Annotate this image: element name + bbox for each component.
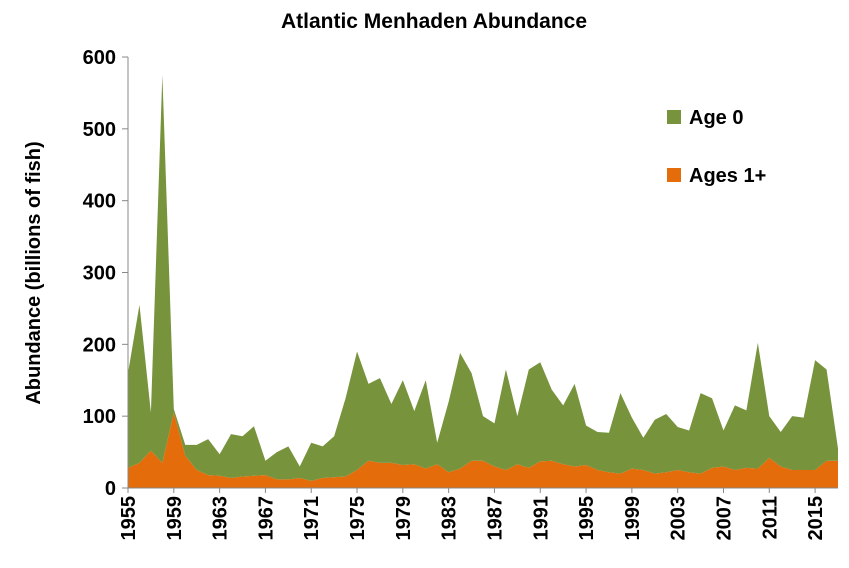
- legend-label: Ages 1+: [689, 165, 766, 187]
- x-tick-label: 2003: [668, 496, 690, 541]
- x-tick-label: 1999: [622, 496, 644, 541]
- area: [128, 412, 838, 488]
- y-tick-label: 300: [83, 263, 116, 285]
- y-tick-label: 200: [83, 334, 116, 356]
- x-tick-label: 1987: [484, 496, 506, 541]
- chart-title: Atlantic Menhaden Abundance: [281, 10, 587, 33]
- x-tick-label: 1991: [530, 496, 552, 541]
- y-tick-label: 0: [105, 478, 116, 500]
- area: [128, 74, 838, 481]
- x-tick-label: 1995: [576, 496, 598, 541]
- y-tick-label: 100: [83, 406, 116, 428]
- x-tick-label: 1959: [164, 496, 186, 541]
- x-tick-label: 2007: [713, 496, 735, 541]
- y-tick-label: 600: [83, 47, 116, 69]
- x-tick-label: 1955: [118, 496, 140, 541]
- x-tick-label: 1975: [347, 496, 369, 541]
- y-axis-label: Abundance (billions of fish): [23, 141, 45, 404]
- x-tick-label: 1983: [439, 496, 461, 541]
- legend-label: Age 0: [689, 107, 743, 129]
- legend-swatch: [667, 110, 681, 124]
- x-tick-label: 1979: [393, 496, 415, 541]
- x-tick-label: 1967: [255, 496, 277, 541]
- x-tick-label: 1963: [210, 496, 232, 541]
- y-tick-label: 400: [83, 191, 116, 213]
- x-tick-label: 2015: [805, 496, 827, 541]
- x-tick-label: 1971: [301, 496, 323, 541]
- legend-swatch: [667, 168, 681, 182]
- x-tick-label: 2011: [759, 496, 781, 539]
- y-tick-label: 500: [83, 119, 116, 141]
